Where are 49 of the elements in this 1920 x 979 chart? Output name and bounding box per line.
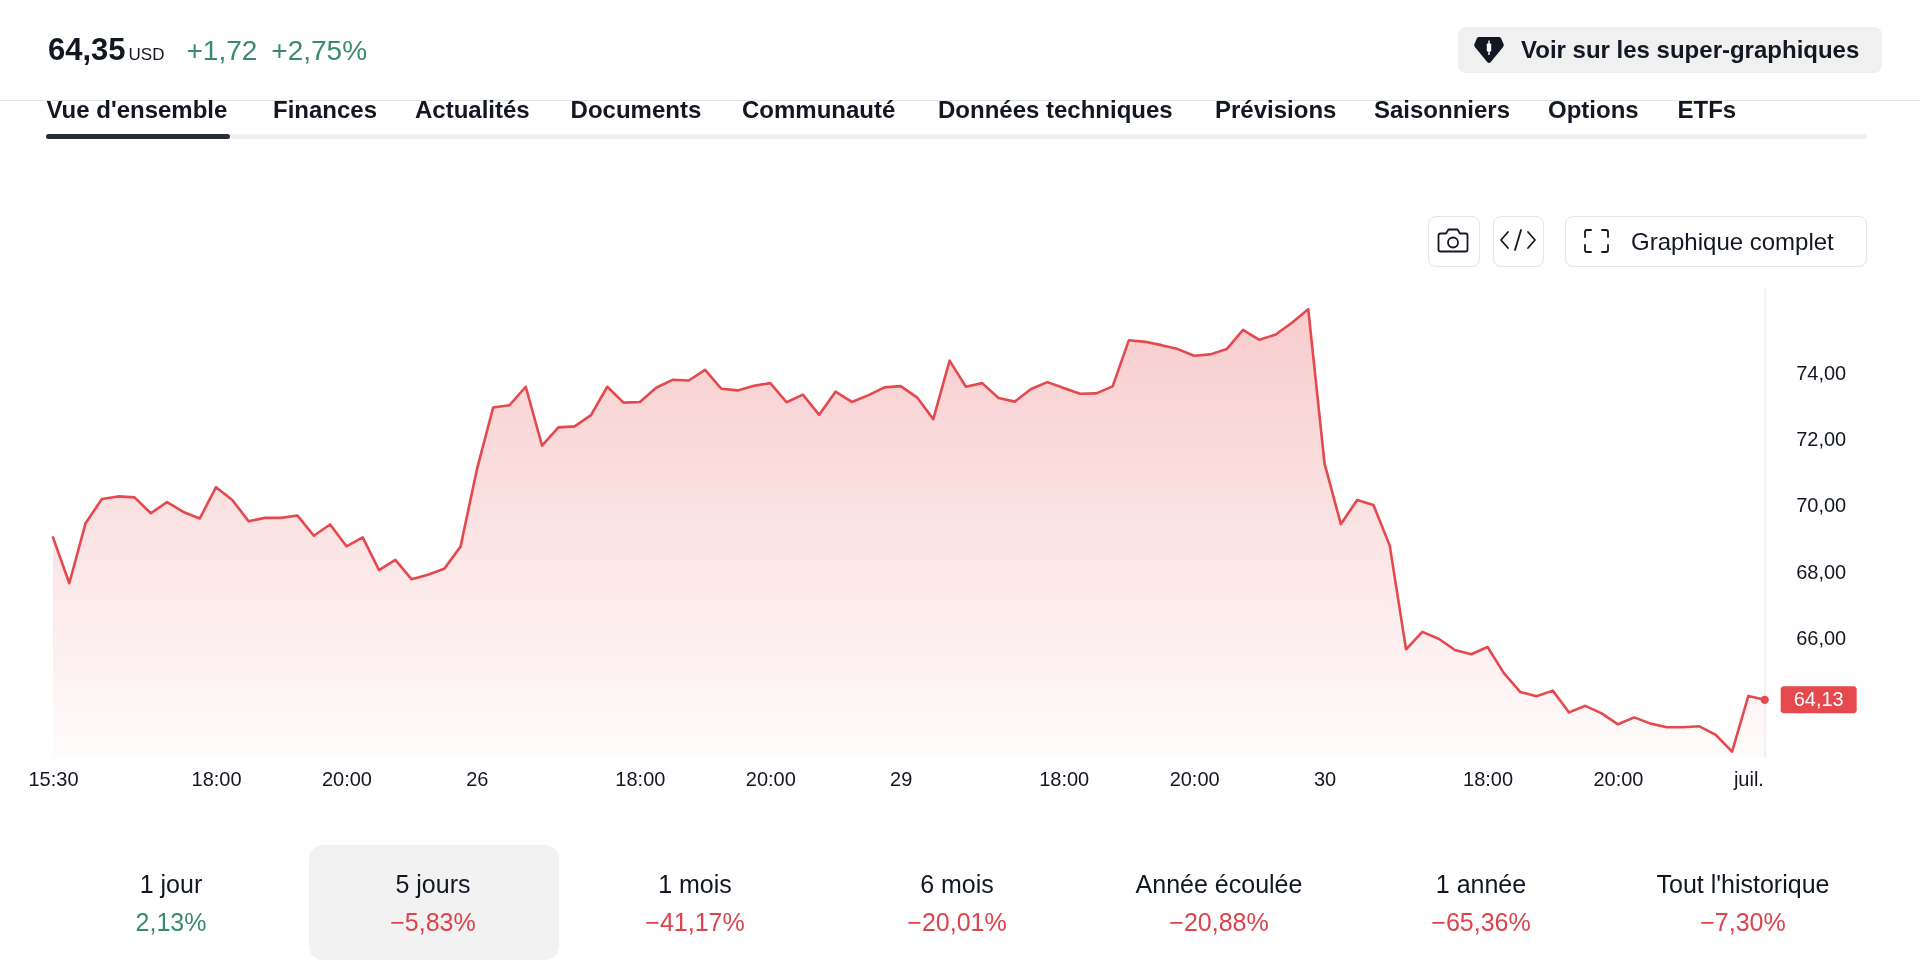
x-tick-label: 20:00 [1593,768,1644,791]
category-label: 1 jour [138,870,204,898]
text: ETFs [1677,96,1737,124]
text: +1,72 [186,34,258,68]
text: Prévisions [1215,96,1337,124]
category-label: Tout l'historique [1655,870,1831,898]
y-tick-label: 70,00 [1796,494,1847,517]
category-label: 1 mois [657,870,733,898]
data-label: −7,30% [1699,908,1787,936]
y-tick-label: 66,00 [1796,626,1847,649]
data-label: 2,13% [134,908,208,936]
text: USD [128,44,165,66]
text: Graphique complet [1631,227,1834,256]
x-tick-label: 20:00 [1169,768,1220,791]
y-tick-label: 68,00 [1796,560,1847,583]
y-tick-label: 74,00 [1796,362,1847,385]
data-label: −5,83% [389,908,477,936]
category-label: 6 mois [919,870,995,898]
text: Finances [273,96,378,124]
x-tick-label: 18:00 [615,768,666,791]
data-label: 64,13 [1793,687,1844,710]
text: +2,75% [271,34,368,68]
data-label: −20,88% [1168,908,1270,936]
data-label: −20,01% [906,908,1008,936]
x-tick-label: 18:00 [1463,768,1514,791]
category-label: 5 jours [394,870,472,898]
y-tick-label: 72,00 [1796,428,1847,451]
x-tick-label: 29 [890,768,913,791]
text: Actualités [415,96,530,124]
text: Documents [570,96,702,124]
x-tick-label: 20:00 [322,768,373,791]
x-tick-label: 20:00 [746,768,797,791]
data-label: −41,17% [644,908,746,936]
category-label: 1 année [1434,870,1528,898]
x-tick-label: 18:00 [191,768,242,791]
text: Vue d'ensemble [46,96,228,124]
x-tick-label: 30 [1314,768,1337,791]
data-label: −65,36% [1430,908,1532,936]
text: Voir sur les super-graphiques [1521,36,1860,64]
x-tick-label: 18:00 [1039,768,1090,791]
x-tick-label: juil. [1733,768,1765,791]
text: Communauté [742,96,896,124]
text: Options [1548,96,1639,124]
text: 64,35 [48,31,126,69]
text: Données techniques [938,96,1173,124]
category-label: Année écoulée [1134,870,1304,898]
x-tick-label: 26 [466,768,489,791]
x-tick-label: 15:30 [28,768,79,791]
text: Saisonniers [1374,96,1511,124]
